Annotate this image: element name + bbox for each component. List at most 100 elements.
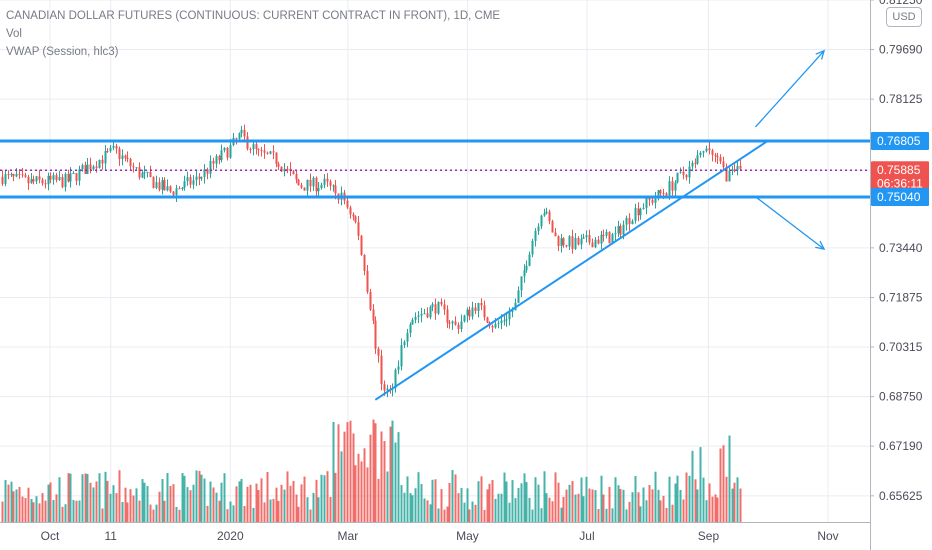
volume-bar xyxy=(739,488,742,522)
candle-body xyxy=(517,290,520,303)
vwap-legend[interactable]: VWAP (Session, hlc3) xyxy=(6,46,119,58)
volume-bar xyxy=(115,493,118,522)
candle-body xyxy=(645,196,648,208)
volume-bar xyxy=(323,475,326,522)
candle-body xyxy=(560,238,563,247)
candle-body xyxy=(269,151,272,154)
volume-bar xyxy=(651,489,654,522)
candle-body xyxy=(369,291,372,310)
volume-bar xyxy=(523,473,526,522)
candle-body xyxy=(486,317,489,323)
candle-body xyxy=(394,369,397,389)
candle-body xyxy=(580,238,583,245)
volume-bar xyxy=(642,487,645,522)
drawings[interactable] xyxy=(0,49,870,401)
candle-body xyxy=(226,147,229,158)
candle-body xyxy=(203,169,206,178)
candle-body xyxy=(44,183,47,185)
volume-bar xyxy=(622,489,625,522)
candle-body xyxy=(309,179,312,187)
candle-body xyxy=(437,301,440,314)
candle-body xyxy=(614,233,617,235)
candle-body xyxy=(565,245,568,247)
volume-legend[interactable]: Vol xyxy=(6,28,22,40)
arrow-up[interactable] xyxy=(755,50,825,128)
volume-bar xyxy=(634,476,637,522)
trendline[interactable] xyxy=(374,140,768,401)
volume-bar xyxy=(132,495,135,522)
candle-body xyxy=(525,265,528,271)
candle-body xyxy=(141,172,144,178)
arrow-down[interactable] xyxy=(755,196,825,250)
candle-body xyxy=(733,169,736,171)
volume-bar xyxy=(226,509,229,522)
volume-bar xyxy=(343,431,346,522)
volume-bar xyxy=(118,470,121,522)
candle-body xyxy=(300,185,303,188)
candle-body xyxy=(471,307,474,317)
candle-body xyxy=(181,187,184,189)
volume-bar xyxy=(434,479,437,522)
candle-body xyxy=(349,207,352,215)
volume-bar xyxy=(203,478,206,522)
candle-body xyxy=(540,215,543,227)
volume-bar xyxy=(32,502,35,522)
candle-body xyxy=(326,178,329,182)
candle-body xyxy=(61,177,64,188)
volume-bar xyxy=(312,492,315,522)
volume-bar xyxy=(98,473,101,522)
candle-body xyxy=(95,166,98,168)
candle-body xyxy=(334,185,337,194)
candle-body xyxy=(143,172,146,174)
volume-bar xyxy=(582,496,585,522)
candle-body xyxy=(420,313,423,316)
volume-bar xyxy=(104,471,107,522)
x-tick-label: May xyxy=(456,529,479,543)
candle-body xyxy=(383,384,386,391)
candle-body xyxy=(38,176,41,180)
volume-bar xyxy=(209,481,212,522)
candle-body xyxy=(426,313,429,318)
volume-bar xyxy=(30,499,33,522)
volume-bar xyxy=(429,504,432,522)
candle-body xyxy=(674,182,677,191)
candle-body xyxy=(98,159,101,168)
volume-bar xyxy=(451,470,454,522)
candle-body xyxy=(132,166,135,168)
volume-bar xyxy=(61,506,64,522)
candle-body xyxy=(161,180,164,190)
volume-bar xyxy=(340,451,343,522)
volume-bar xyxy=(280,484,283,522)
volume-bar xyxy=(372,419,375,522)
volume-bar xyxy=(528,497,531,522)
volume-bar xyxy=(588,488,591,522)
volume-bar xyxy=(614,477,617,522)
volume-bar xyxy=(608,486,611,522)
currency-button[interactable]: USD xyxy=(886,7,922,27)
candle-body xyxy=(688,166,691,178)
volume-bar xyxy=(158,491,161,522)
volume-bar xyxy=(605,508,608,522)
candle-body xyxy=(491,326,494,328)
volume-bar xyxy=(463,502,466,522)
candle-body xyxy=(178,188,181,190)
volume-bar xyxy=(320,474,323,522)
candle-body xyxy=(477,302,480,311)
symbol-title[interactable]: CANADIAN DOLLAR FUTURES (CONTINUOUS: CUR… xyxy=(6,10,501,22)
candle-body xyxy=(696,155,699,164)
volume-bar xyxy=(198,470,201,522)
candle-body xyxy=(189,177,192,185)
volume-bar xyxy=(409,493,412,522)
candle-body xyxy=(628,217,631,225)
volume-bar xyxy=(722,445,725,522)
price-label: 0.75885 xyxy=(877,163,921,177)
candle-body xyxy=(608,231,611,244)
candle-body xyxy=(431,304,434,307)
candle-body xyxy=(457,324,460,330)
candle-body xyxy=(7,174,10,176)
candle-body xyxy=(414,316,417,320)
candle-body xyxy=(163,180,166,191)
candle-body xyxy=(676,172,679,183)
